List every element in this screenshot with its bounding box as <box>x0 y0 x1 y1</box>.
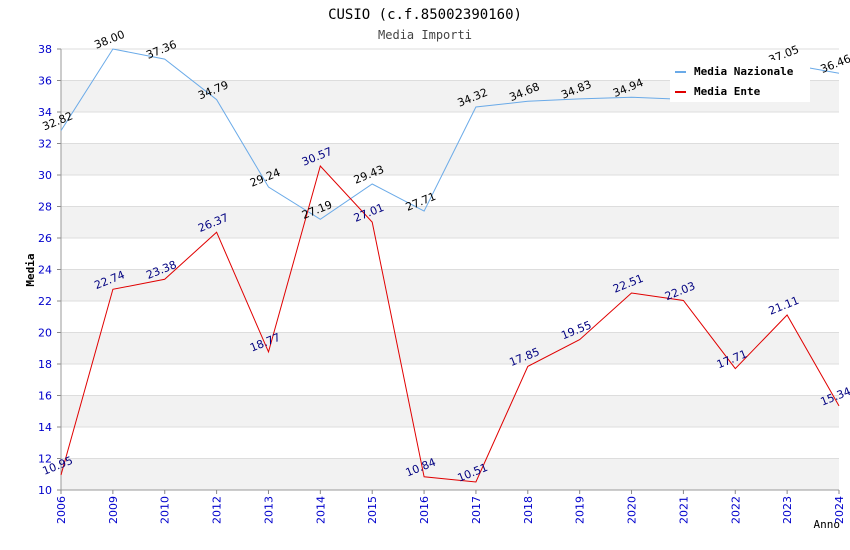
x-tick-label: 2012 <box>211 496 224 524</box>
plot-band <box>61 458 839 490</box>
grid-lines <box>61 48 839 491</box>
y-tick-label: 30 <box>38 169 52 182</box>
x-tick-label: 2010 <box>159 496 172 524</box>
plot-band <box>61 395 839 427</box>
legend-box <box>670 60 810 102</box>
plot-band <box>61 206 839 238</box>
x-tick-label: 2019 <box>574 496 587 524</box>
plot-band <box>61 364 839 396</box>
plot-band <box>61 238 839 270</box>
legend: Media Nazionale Media Ente <box>670 60 810 102</box>
y-tick-label: 10 <box>38 484 52 497</box>
y-tick-label: 14 <box>38 421 52 434</box>
x-tick-label: 2014 <box>314 496 327 524</box>
y-tick-label: 20 <box>38 327 52 340</box>
y-tick-label: 16 <box>38 390 52 403</box>
y-tick-label: 24 <box>38 264 52 277</box>
x-tick-label: 2006 <box>55 496 68 524</box>
legend-label-nazionale: Media Nazionale <box>694 65 794 78</box>
y-tick-label: 28 <box>38 201 52 214</box>
x-tick-label: 2022 <box>729 496 742 524</box>
series-line-ente <box>60 165 840 483</box>
x-tick-label: 2013 <box>262 496 275 524</box>
plot-band <box>61 269 839 301</box>
x-tick-label: 2021 <box>677 496 690 524</box>
x-tick-label: 2020 <box>626 496 639 524</box>
x-tick-label: 2009 <box>107 496 120 524</box>
x-tick-label: 2015 <box>366 496 379 524</box>
axes <box>57 48 840 494</box>
x-tick-label: 2023 <box>781 496 794 524</box>
chart-title: CUSIO (c.f.85002390160) <box>328 7 522 23</box>
plot-background-bands <box>61 49 839 490</box>
y-tick-label: 32 <box>38 138 52 151</box>
y-tick-label: 34 <box>38 106 52 119</box>
x-tick-label: 2017 <box>470 496 483 524</box>
y-tick-label: 26 <box>38 232 52 245</box>
y-tick-label: 22 <box>38 295 52 308</box>
x-tick-label: 2024 <box>833 496 846 524</box>
plot-band <box>61 301 839 333</box>
y-tick-labels: 10 12 14 16 18 20 22 24 26 28 30 32 34 36 38 <box>38 43 52 497</box>
plot-band <box>61 112 839 144</box>
x-axis-label: Anno <box>814 518 841 531</box>
y-tick-label: 18 <box>38 358 52 371</box>
y-tick-label: 38 <box>38 43 52 56</box>
data-label-nazionale: 38.00 <box>93 28 127 52</box>
y-tick-label: 12 <box>38 453 52 466</box>
chart-subtitle: Media Importi <box>378 28 472 42</box>
legend-label-ente: Media Ente <box>694 85 761 98</box>
x-tick-labels: 2006 2009 2010 2012 2013 2014 2015 2016 2017 2018… <box>55 496 846 524</box>
x-tick-label: 2016 <box>418 496 431 524</box>
y-axis-label: Media <box>24 253 37 286</box>
x-tick-label: 2018 <box>522 496 535 524</box>
plot-band <box>61 427 839 459</box>
plot-band <box>61 332 839 364</box>
plot-band <box>61 175 839 207</box>
y-tick-label: 36 <box>38 75 52 88</box>
